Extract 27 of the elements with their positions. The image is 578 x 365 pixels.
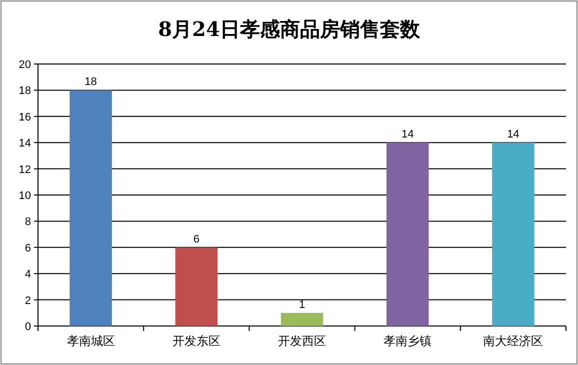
x-tick-label: 开发东区 xyxy=(172,334,220,348)
x-tick-label: 南大经济区 xyxy=(483,334,544,348)
x-tick-label: 开发西区 xyxy=(278,334,326,348)
y-tick-label: 6 xyxy=(24,242,31,254)
bar xyxy=(386,142,429,326)
y-tick-label: 4 xyxy=(24,268,31,281)
data-label: 18 xyxy=(84,76,97,88)
y-tick-label: 8 xyxy=(24,216,31,228)
chart-title: 8月24日孝感商品房销售套数 xyxy=(158,17,421,41)
data-label: 14 xyxy=(507,128,520,141)
y-tick-label: 14 xyxy=(18,138,31,150)
bar xyxy=(280,312,324,326)
data-label: 1 xyxy=(298,298,306,311)
data-label: 6 xyxy=(193,233,200,246)
y-tick-label: 10 xyxy=(18,190,31,202)
data-label: 14 xyxy=(401,128,414,141)
y-tick-label: 12 xyxy=(18,164,31,176)
y-tick-label: 20 xyxy=(18,59,31,71)
bar xyxy=(175,247,218,326)
y-tick-label: 2 xyxy=(24,294,31,307)
x-tick-label: 孝南城区 xyxy=(66,334,115,348)
bar xyxy=(492,142,534,326)
bar xyxy=(70,90,112,326)
x-tick-label: 孝南乡镇 xyxy=(384,334,432,348)
y-tick-label: 16 xyxy=(18,111,31,124)
y-tick-label: 0 xyxy=(24,321,31,333)
y-tick-label: 18 xyxy=(18,85,31,98)
